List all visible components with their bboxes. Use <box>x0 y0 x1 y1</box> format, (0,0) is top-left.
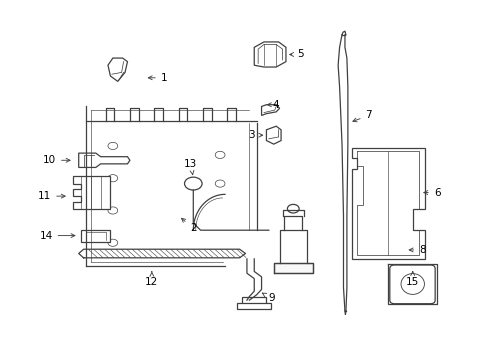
Text: 6: 6 <box>423 188 440 198</box>
Polygon shape <box>273 263 312 273</box>
Text: 2: 2 <box>181 218 196 233</box>
Text: 8: 8 <box>408 245 425 255</box>
Polygon shape <box>254 42 285 67</box>
Text: 14: 14 <box>40 231 75 240</box>
Polygon shape <box>237 303 271 309</box>
Circle shape <box>184 177 202 190</box>
Text: 1: 1 <box>148 73 167 83</box>
Polygon shape <box>266 126 281 144</box>
FancyBboxPatch shape <box>389 265 434 304</box>
Text: 11: 11 <box>38 191 65 201</box>
Polygon shape <box>108 58 127 81</box>
Text: 3: 3 <box>248 130 262 140</box>
Text: 4: 4 <box>266 100 279 110</box>
Polygon shape <box>351 148 424 259</box>
Text: 12: 12 <box>145 272 158 287</box>
Polygon shape <box>242 297 266 304</box>
Text: 5: 5 <box>289 49 303 59</box>
Text: 15: 15 <box>405 271 419 287</box>
Polygon shape <box>79 153 130 167</box>
Text: 7: 7 <box>352 111 371 122</box>
Polygon shape <box>81 230 110 242</box>
Polygon shape <box>261 105 279 116</box>
Text: 13: 13 <box>184 159 197 175</box>
Text: 9: 9 <box>262 293 274 303</box>
Text: 10: 10 <box>43 155 70 165</box>
Circle shape <box>287 204 299 213</box>
Polygon shape <box>73 176 110 209</box>
